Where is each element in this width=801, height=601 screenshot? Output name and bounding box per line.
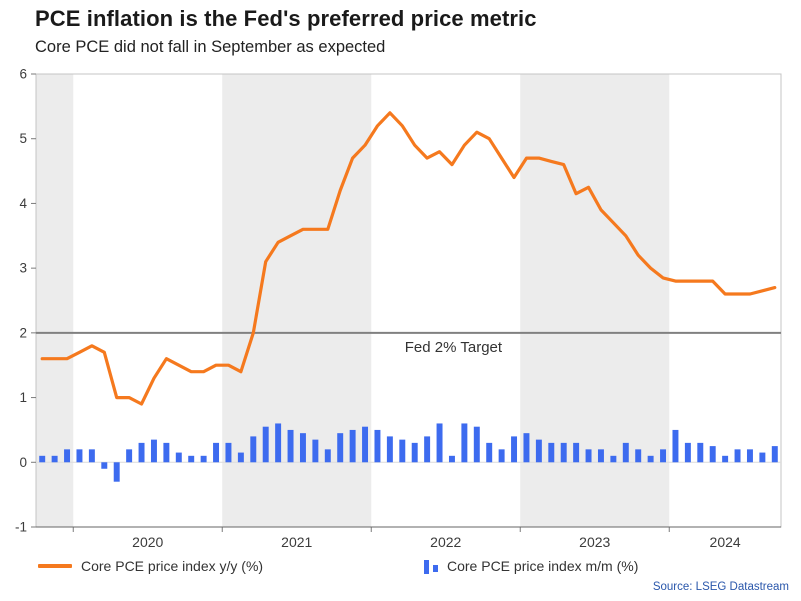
- legend-label-yy: Core PCE price index y/y (%): [81, 558, 264, 574]
- source-note: Source: LSEG Datastream: [652, 581, 789, 593]
- core-pce-mm-bar: [660, 449, 667, 463]
- legend-item-yy: Core PCE price index y/y (%): [38, 556, 263, 576]
- core-pce-mm-bar: [746, 449, 753, 463]
- core-pce-mm-bar: [610, 455, 617, 463]
- core-pce-mm-bar: [448, 455, 455, 463]
- core-pce-mm-bar: [573, 442, 580, 463]
- core-pce-mm-bar: [647, 455, 654, 463]
- core-pce-mm-bar: [362, 426, 369, 463]
- core-pce-mm-bar: [188, 455, 195, 463]
- core-pce-mm-bar: [262, 426, 269, 463]
- y-tick-label: 3: [19, 261, 27, 276]
- core-pce-mm-bar: [436, 423, 443, 463]
- line-swatch-icon: [38, 564, 72, 568]
- core-pce-mm-bar: [498, 449, 505, 463]
- core-pce-mm-bar: [486, 442, 493, 463]
- core-pce-mm-bar: [175, 452, 182, 463]
- core-pce-mm-bar: [275, 423, 282, 463]
- core-pce-mm-bar: [684, 442, 691, 463]
- x-year-label: 2024: [710, 534, 741, 550]
- core-pce-mm-bar: [411, 442, 418, 463]
- core-pce-mm-bar: [548, 442, 555, 463]
- core-pce-mm-bar: [622, 442, 629, 463]
- core-pce-mm-bar: [299, 433, 306, 463]
- core-pce-mm-bar: [635, 449, 642, 463]
- y-tick-label: -1: [15, 520, 27, 535]
- core-pce-mm-bar: [250, 436, 257, 463]
- core-pce-mm-bar: [126, 449, 133, 463]
- y-tick-label: 2: [19, 325, 27, 340]
- y-tick-label: 5: [19, 131, 27, 146]
- y-tick-label: 1: [19, 390, 27, 405]
- core-pce-mm-bar: [225, 442, 232, 463]
- core-pce-mm-bar: [287, 429, 294, 463]
- core-pce-mm-bar: [672, 429, 679, 463]
- pce-inflation-chart: -1 0 1 2 3 4 5 6 2020 2021 2022 2023 2024 Fed 2% Targ…: [15, 67, 782, 550]
- core-pce-mm-bar: [200, 455, 207, 463]
- y-tick-label: 0: [19, 455, 27, 470]
- core-pce-mm-bar: [237, 452, 244, 463]
- core-pce-mm-bar: [709, 446, 716, 463]
- core-pce-mm-bar: [461, 423, 468, 463]
- core-pce-mm-bar: [150, 439, 157, 463]
- core-pce-mm-bar: [424, 436, 431, 463]
- core-pce-mm-bar: [51, 455, 58, 463]
- y-tick-label: 4: [19, 196, 27, 211]
- core-pce-mm-bar: [399, 439, 406, 463]
- core-pce-mm-bar: [560, 442, 567, 463]
- x-year-label: 2023: [579, 534, 610, 550]
- core-pce-mm-bar: [535, 439, 542, 463]
- core-pce-mm-bar: [771, 446, 778, 463]
- core-pce-mm-bar: [386, 436, 393, 463]
- core-pce-mm-bar: [722, 455, 729, 463]
- page-title: PCE inflation is the Fed's preferred pri…: [35, 6, 537, 31]
- core-pce-mm-bar: [138, 442, 145, 463]
- core-pce-mm-bar: [349, 429, 356, 463]
- core-pce-mm-bar: [113, 462, 120, 482]
- core-pce-mm-bar: [597, 449, 604, 463]
- fed-target-label: Fed 2% Target: [405, 339, 503, 356]
- year-band-2023: [520, 74, 670, 527]
- core-pce-mm-bar: [337, 433, 344, 463]
- core-pce-mm-bar: [64, 449, 71, 463]
- x-year-label: 2020: [132, 534, 163, 550]
- bar-swatch-icon: [424, 559, 438, 574]
- x-year-label: 2022: [430, 534, 461, 550]
- core-pce-mm-bar: [697, 442, 704, 463]
- core-pce-mm-bar: [759, 452, 766, 463]
- core-pce-mm-bar: [374, 429, 381, 463]
- core-pce-mm-bar: [101, 462, 108, 469]
- core-pce-mm-bar: [324, 449, 331, 463]
- core-pce-yy-line: [40, 111, 777, 406]
- core-pce-mm-bar: [163, 442, 170, 463]
- legend-item-mm: Core PCE price index m/m (%): [424, 556, 638, 576]
- chart-legend: Core PCE price index y/y (%) Core PCE pr…: [0, 556, 801, 578]
- core-pce-mm-bar: [734, 449, 741, 463]
- legend-label-mm: Core PCE price index m/m (%): [447, 558, 639, 574]
- x-year-label: 2021: [281, 534, 312, 550]
- core-pce-mm-bar: [473, 426, 480, 463]
- year-band-2021: [222, 74, 372, 527]
- core-pce-mm-bar: [585, 449, 592, 463]
- core-pce-mm-bar: [312, 439, 319, 463]
- page-subtitle: Core PCE did not fall in September as ex…: [35, 38, 386, 56]
- core-pce-mm-bar: [39, 455, 46, 463]
- core-pce-mm-bar: [88, 449, 95, 463]
- core-pce-mm-bar: [76, 449, 83, 463]
- core-pce-mm-bar: [523, 433, 530, 463]
- core-pce-mm-bar: [213, 442, 220, 463]
- y-tick-label: 6: [19, 67, 27, 82]
- core-pce-mm-bar: [511, 436, 518, 463]
